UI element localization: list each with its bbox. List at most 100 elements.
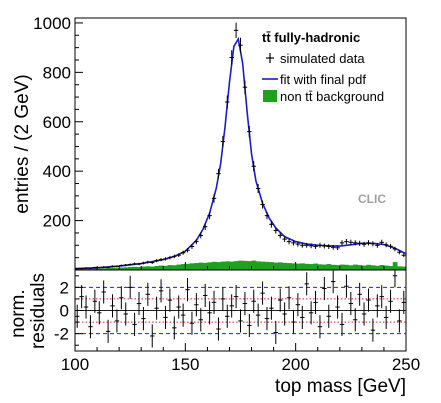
data-point (123, 263, 128, 267)
data-point (388, 243, 393, 249)
main-y-tick-label: 600 (43, 113, 71, 132)
data-point (101, 266, 106, 268)
residual-point (300, 305, 305, 330)
data-point (392, 246, 398, 252)
data-point (300, 242, 305, 248)
background-bar (198, 262, 204, 270)
residual-point (388, 289, 393, 313)
background-bar (110, 267, 116, 270)
background-bar (339, 264, 345, 270)
residual-point (286, 286, 292, 310)
residual-point (273, 320, 279, 345)
data-point (379, 239, 384, 245)
data-point (308, 243, 314, 249)
background-bar (291, 263, 296, 270)
data-points-layer (75, 22, 406, 270)
data-point (211, 194, 217, 203)
data-point (282, 236, 287, 242)
residual-point (150, 324, 155, 348)
legend-entry-background: non tt̄ background (280, 89, 384, 104)
background-bar (88, 268, 93, 270)
clic-label: CLIC (358, 192, 386, 206)
background-bar (260, 261, 266, 270)
residual-point (264, 307, 270, 331)
x-axis: 100 150 200 250 (61, 343, 420, 374)
data-point (75, 268, 80, 270)
data-point (79, 267, 84, 270)
data-point (339, 240, 345, 246)
data-point (132, 262, 137, 266)
residual-y-tick-label: 0 (60, 302, 69, 321)
residual-point (211, 290, 217, 314)
residual-point (220, 287, 226, 311)
data-point (158, 258, 164, 262)
background-bar (92, 268, 98, 270)
residual-point (145, 282, 151, 306)
residual-point (83, 295, 89, 319)
residual-point (269, 296, 274, 320)
residual-point (189, 311, 195, 335)
residual-point (238, 309, 243, 333)
residual-point (348, 291, 354, 316)
residual-point (75, 304, 80, 328)
background-bar (158, 265, 164, 270)
residual-point (308, 301, 314, 325)
data-point (295, 241, 301, 247)
data-point (370, 241, 376, 247)
data-point (397, 250, 402, 255)
background-bar (330, 264, 336, 270)
background-bar (132, 266, 138, 270)
background-bar (119, 267, 124, 270)
background-bar (163, 265, 168, 270)
background-bar (383, 265, 389, 270)
data-point (189, 244, 195, 249)
residual-point (397, 309, 402, 333)
residual-point (357, 282, 362, 306)
residual-point (207, 301, 212, 325)
background-bar (397, 266, 402, 270)
residual-point (119, 286, 124, 310)
background-bar (375, 265, 380, 270)
residual-point (392, 270, 398, 288)
background-bar (123, 267, 129, 270)
residual-point (167, 288, 173, 312)
residual-point (163, 305, 168, 330)
data-point (375, 242, 380, 248)
data-point (401, 253, 406, 258)
data-point (353, 240, 358, 246)
data-point (141, 261, 146, 265)
background-bar (225, 261, 230, 270)
main-y-tick-label: 200 (43, 212, 71, 231)
data-point (361, 241, 367, 247)
residual-point (194, 293, 199, 317)
data-point (247, 125, 252, 138)
background-bar (317, 264, 323, 270)
data-point (97, 267, 102, 269)
legend-entry-fit: fit with final pdf (280, 72, 366, 87)
background-bar (211, 261, 217, 270)
residual-point (79, 285, 84, 309)
residual-point (225, 304, 230, 328)
data-point (383, 242, 389, 248)
residual-point (180, 303, 186, 327)
background-bar (326, 264, 332, 270)
background-bar (101, 268, 107, 270)
background-bar (278, 262, 283, 270)
residual-point (202, 283, 208, 308)
background-bar (136, 267, 142, 270)
data-point (163, 257, 168, 261)
background-bar (370, 265, 376, 270)
residual-point (361, 302, 367, 326)
residual-point (216, 317, 221, 341)
data-point (167, 255, 173, 260)
background-bar (255, 261, 261, 270)
data-point (278, 232, 283, 239)
main-x-ticks (74, 262, 407, 270)
residual-point (313, 290, 318, 314)
main-y-tick-label: 400 (43, 162, 71, 181)
data-point (242, 80, 248, 94)
residual-point (278, 288, 283, 312)
data-point (326, 244, 331, 249)
residual-point (242, 291, 248, 316)
data-point (251, 161, 256, 172)
